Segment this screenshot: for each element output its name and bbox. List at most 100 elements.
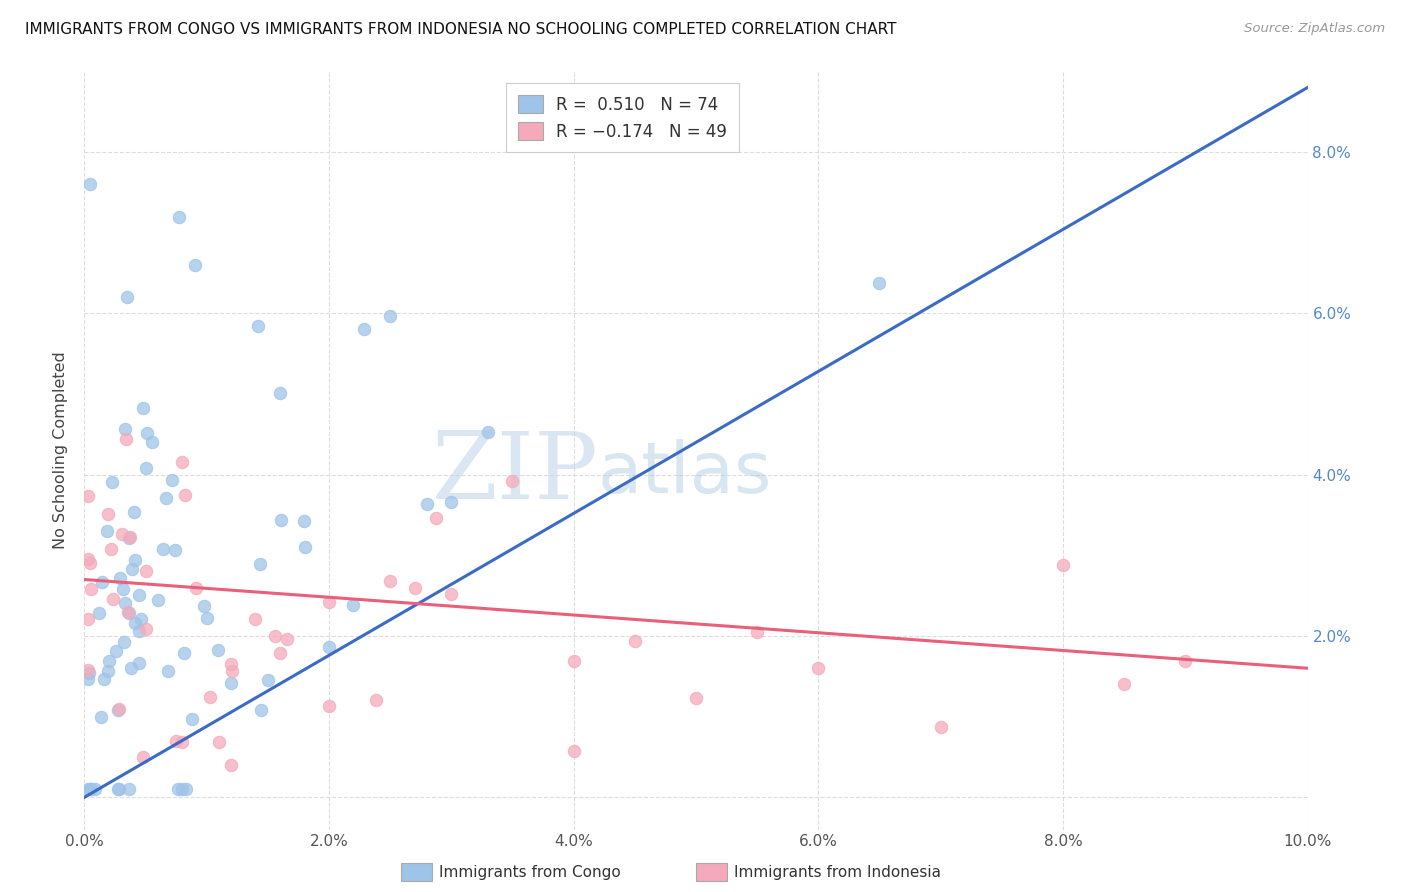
Point: [353, 322, 375, 336]
Point: [122, 505, 145, 519]
Point: [294, 540, 316, 554]
Point: [562, 744, 585, 758]
Point: [193, 599, 215, 613]
Point: [135, 460, 157, 475]
Text: Source: ZipAtlas.com: Source: ZipAtlas.com: [1244, 22, 1385, 36]
Point: [77, 663, 100, 677]
Point: [342, 598, 364, 612]
Point: [77, 782, 100, 797]
Point: [167, 210, 190, 224]
Point: [115, 290, 138, 304]
Legend: R =  0.510   N = 74, R = −0.174   N = 49: R = 0.510 N = 74, R = −0.174 N = 49: [506, 84, 738, 153]
Point: [121, 561, 143, 575]
Point: [120, 661, 142, 675]
Point: [380, 574, 402, 589]
Point: [318, 595, 340, 609]
Point: [425, 510, 447, 524]
Point: [128, 656, 150, 670]
Point: [91, 574, 114, 589]
Point: [263, 629, 285, 643]
Point: [247, 319, 270, 334]
Point: [219, 758, 242, 772]
Point: [128, 588, 150, 602]
Point: [111, 526, 134, 541]
Point: [243, 612, 266, 626]
Point: [184, 258, 207, 272]
Point: [117, 532, 139, 546]
Point: [416, 497, 439, 511]
Point: [115, 432, 138, 446]
Point: [249, 557, 271, 571]
Point: [257, 673, 280, 687]
Point: [294, 514, 316, 528]
Point: [477, 425, 499, 440]
Point: [132, 401, 155, 415]
Point: [132, 750, 155, 764]
Point: [93, 672, 115, 686]
Point: [173, 646, 195, 660]
Text: Immigrants from Congo: Immigrants from Congo: [439, 865, 620, 880]
Point: [198, 690, 221, 704]
Point: [129, 612, 152, 626]
Point: [80, 582, 103, 596]
Point: [166, 781, 188, 796]
Point: [685, 690, 707, 705]
Point: [112, 635, 135, 649]
Point: [101, 475, 124, 490]
Point: [79, 556, 101, 570]
Point: [440, 495, 463, 509]
Point: [79, 782, 101, 797]
Point: [502, 475, 524, 489]
Point: [219, 657, 242, 671]
Point: [173, 488, 195, 502]
Point: [107, 702, 129, 716]
Point: [155, 491, 177, 505]
Point: [221, 664, 243, 678]
Point: [364, 692, 387, 706]
Point: [128, 624, 150, 638]
Point: [117, 605, 139, 619]
Point: [807, 661, 830, 675]
Point: [929, 720, 952, 734]
Point: [96, 524, 118, 538]
Point: [90, 710, 112, 724]
Point: [440, 587, 463, 601]
Point: [148, 593, 170, 607]
Point: [124, 553, 146, 567]
Point: [269, 646, 291, 660]
Point: [152, 542, 174, 557]
Point: [276, 632, 298, 647]
Point: [135, 565, 157, 579]
Point: [219, 676, 242, 690]
Point: [124, 615, 146, 630]
Point: [114, 422, 136, 436]
Point: [114, 596, 136, 610]
Point: [77, 672, 100, 686]
Point: [562, 654, 585, 668]
Point: [180, 712, 202, 726]
Point: [165, 543, 187, 558]
Text: IMMIGRANTS FROM CONGO VS IMMIGRANTS FROM INDONESIA NO SCHOOLING COMPLETED CORREL: IMMIGRANTS FROM CONGO VS IMMIGRANTS FROM…: [25, 22, 897, 37]
Point: [1174, 654, 1197, 668]
Point: [87, 606, 110, 620]
Point: [318, 698, 340, 713]
Point: [269, 386, 291, 401]
Text: Immigrants from Indonesia: Immigrants from Indonesia: [734, 865, 941, 880]
Point: [108, 571, 131, 585]
Point: [108, 702, 131, 716]
Point: [97, 664, 120, 678]
Point: [112, 582, 135, 596]
Point: [107, 782, 129, 797]
Point: [318, 640, 340, 654]
Point: [207, 642, 229, 657]
Point: [141, 435, 163, 450]
Point: [105, 644, 128, 658]
Point: [1052, 558, 1074, 572]
Point: [135, 622, 157, 636]
Point: [172, 782, 194, 797]
Point: [404, 581, 426, 595]
Point: [135, 425, 157, 440]
Point: [195, 610, 218, 624]
Y-axis label: No Schooling Completed: No Schooling Completed: [53, 351, 69, 549]
Point: [79, 178, 101, 192]
